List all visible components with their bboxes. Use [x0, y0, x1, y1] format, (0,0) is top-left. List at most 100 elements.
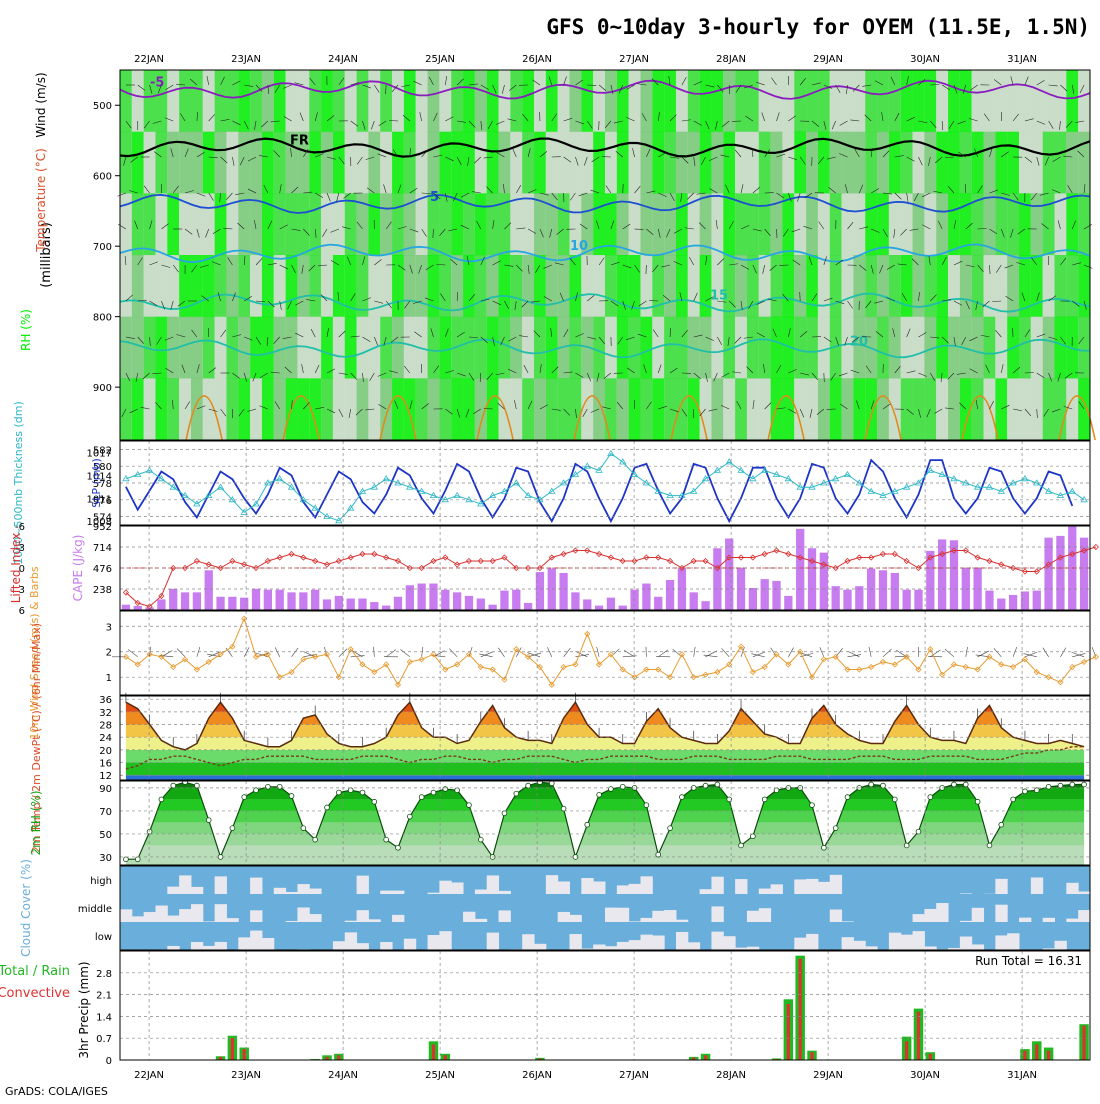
rh-cell [463, 70, 475, 132]
cloud-clear-cell [179, 909, 191, 922]
cloud-clear-cell [629, 884, 641, 894]
cloud-clear-cell [995, 935, 1007, 950]
cape-bar [583, 599, 591, 610]
rh-cell [451, 132, 463, 194]
precip-axis-label: 3hr Precip (mm) [77, 961, 91, 1058]
cloud-clear-cell [617, 942, 629, 950]
cape-bar [914, 590, 922, 610]
rh-cell [132, 378, 144, 440]
cloud-clear-cell [735, 879, 747, 894]
rh2m-point [254, 788, 259, 793]
temp-tick-label: 36 [99, 695, 112, 706]
rh-cell [558, 70, 570, 132]
cloud-clear-cell [250, 878, 262, 894]
rh-cell [723, 378, 735, 440]
cloud-clear-cell [711, 932, 723, 950]
rh-cell [1078, 317, 1090, 379]
cloud-clear-cell [345, 932, 357, 950]
wind10-barb [722, 648, 730, 656]
cloud-clear-cell [262, 938, 274, 950]
cape-bar [134, 606, 142, 610]
rh-cell [487, 317, 499, 379]
cape-bar [713, 548, 721, 610]
rh-bands [120, 781, 1090, 865]
rh2m-point [881, 783, 886, 788]
rh-cell [924, 255, 936, 317]
rh-cell [972, 132, 984, 194]
precip-convective-bar [704, 1055, 707, 1060]
precip-tick-label: 2.8 [96, 969, 112, 980]
rh-cell [463, 378, 475, 440]
rh-cell [1066, 70, 1078, 132]
rh-cell [546, 193, 558, 255]
rh-cell [640, 317, 652, 379]
cloud-clear-cell [617, 908, 629, 922]
rh-cell [451, 255, 463, 317]
precip-convective-bar [810, 1052, 813, 1060]
rh2m-point [999, 822, 1004, 827]
rh-cell [664, 317, 676, 379]
cape-bar [749, 588, 757, 610]
rh-cell [617, 317, 629, 379]
cape-tick-label: 952 [93, 522, 112, 533]
rh-cell [262, 70, 274, 132]
rh2m-point [750, 834, 755, 839]
rh-cell [262, 317, 274, 379]
rh-cell [794, 132, 806, 194]
rh-cell [191, 317, 203, 379]
cloud-clear-cell [794, 879, 806, 894]
rh-cell [191, 378, 203, 440]
rh-band [120, 788, 1090, 800]
cape-bar [903, 590, 911, 610]
rh-cell [1007, 255, 1019, 317]
rh-cell [546, 317, 558, 379]
cloud-clear-cell [487, 933, 499, 950]
cape-bar [287, 592, 295, 610]
cape-bar [205, 570, 213, 610]
rh2m-point [620, 784, 625, 789]
precip-convective-bar [799, 959, 802, 1060]
precip-convective-bar [917, 1012, 920, 1060]
date-tick-top: 23JAN [231, 54, 261, 65]
rh-cell [570, 255, 582, 317]
cloud-clear-cell [711, 877, 723, 894]
rh-cell [487, 193, 499, 255]
cloud-clear-cell [806, 934, 818, 950]
rh-cell [806, 255, 818, 317]
rh-cell [581, 132, 593, 194]
precip-convective-bar [231, 1038, 234, 1060]
rh-cell [155, 378, 167, 440]
cloud-clear-cell [605, 908, 617, 922]
rh-cell [581, 378, 593, 440]
rh-cell [380, 193, 392, 255]
rh-cell [676, 132, 688, 194]
cape-ylabel: CAPE (J/kg) [71, 535, 85, 602]
rh2m-point [360, 790, 365, 795]
rh-cell [120, 70, 132, 132]
rh-cell [392, 70, 404, 132]
cloud-clear-cell [1066, 919, 1078, 922]
temp-band [120, 775, 1090, 780]
rh-cell [960, 132, 972, 194]
rh-cell [250, 193, 262, 255]
rh-cell [132, 132, 144, 194]
rh-cell [759, 317, 771, 379]
wind10-barb [883, 649, 892, 657]
cloud-clear-cell [1043, 918, 1055, 922]
rh-cell [203, 132, 215, 194]
cloud-clear-cell [960, 921, 972, 922]
rh-cell [948, 132, 960, 194]
wind10m-frame [120, 611, 1090, 695]
rh-cell [1078, 193, 1090, 255]
cape-bar [181, 592, 189, 610]
cloud-clear-cell [499, 891, 511, 894]
rh-cell [1066, 378, 1078, 440]
rh-cell [534, 255, 546, 317]
date-tick-top: 29JAN [813, 54, 843, 65]
cloud-axis-label: Cloud Cover (%) [19, 859, 33, 957]
rh-cell [510, 70, 522, 132]
lifted-ylabel: Lifted Index [9, 533, 23, 604]
rh-ylabel: 2m RH (%) [29, 790, 43, 855]
rh-cell [203, 193, 215, 255]
cape-bar [157, 599, 165, 610]
